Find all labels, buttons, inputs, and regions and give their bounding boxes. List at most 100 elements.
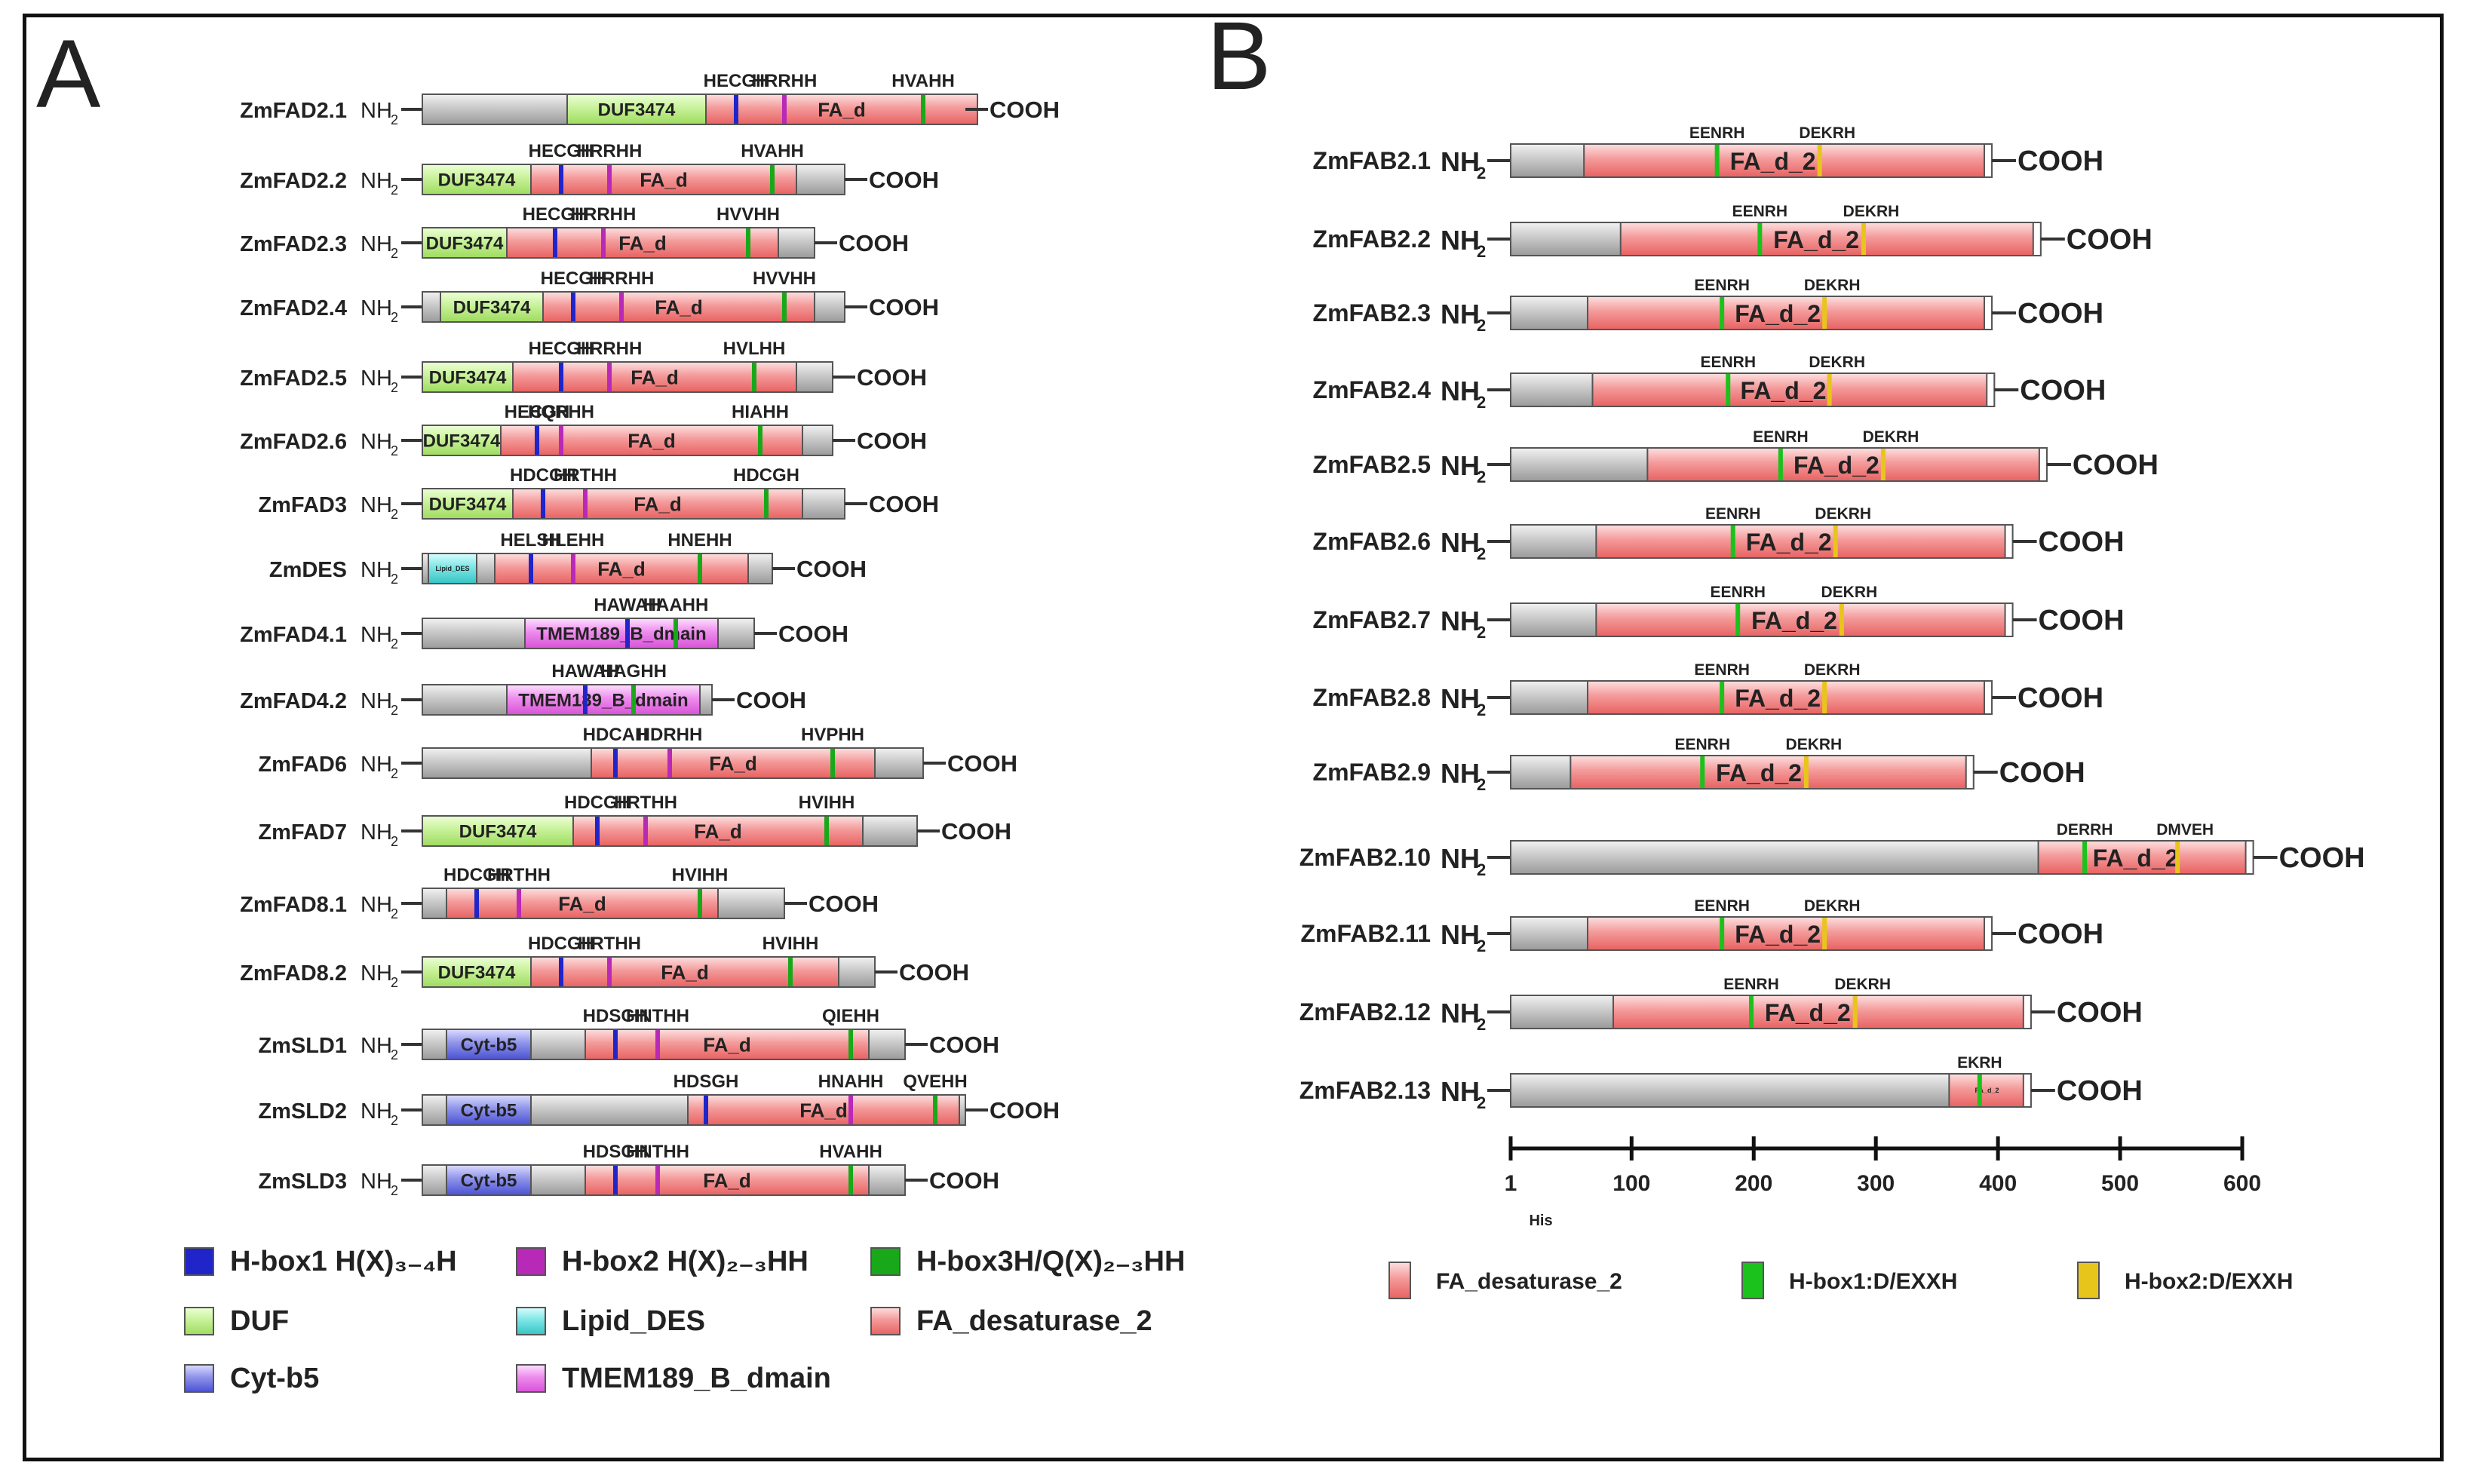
cyt-domain-label: Cyt-b5: [461, 1101, 517, 1121]
motif-label: HRRHH: [752, 71, 818, 91]
fad-domain-label: FA_d_2: [1730, 148, 1816, 175]
duf-domain-label: DUF3474: [438, 963, 516, 983]
c-terminal-cap: [1986, 373, 1996, 407]
nh2-subscript: 2: [391, 1047, 398, 1062]
nh2-label: NH: [361, 820, 392, 845]
legend-item-fad: FA_desaturase_2: [870, 1305, 1152, 1337]
cooh-label: COOH: [869, 167, 939, 193]
h3-motif-mark: [848, 1030, 853, 1059]
protein-name: ZmFAB2.9: [1313, 759, 1431, 786]
fad-domain: [542, 291, 815, 323]
fad-domain-label: FA_d: [634, 492, 682, 515]
h-box1-mark: [1735, 604, 1741, 636]
motif-label: HELSH: [500, 530, 561, 550]
motif-label: HECGH: [523, 204, 588, 225]
duf-domain: [422, 956, 532, 988]
h1-motif-mark: [734, 95, 738, 124]
cooh-label: COOH: [929, 1032, 999, 1058]
fad-domain: [494, 553, 749, 584]
cooh-label: COOH: [809, 891, 879, 917]
h1-motif-mark: [559, 363, 563, 391]
protein-name: ZmFAB2.13: [1299, 1077, 1431, 1104]
cooh-label: COOH: [2039, 605, 2125, 636]
h-box2-label: DEKRH: [1799, 124, 1855, 142]
nh2-label: NH: [361, 1034, 392, 1058]
duf-domain: [422, 227, 508, 259]
h-box2-mark: [1880, 449, 1886, 480]
panel-b-label: B: [1207, 2, 1271, 110]
h3-motif-mark: [764, 489, 769, 518]
h-box2-label: DEKRH: [1804, 277, 1861, 294]
fad-domain: [1948, 1073, 2026, 1108]
h2-motif-mark: [619, 293, 624, 321]
motif-label: HECGH: [529, 339, 594, 359]
h-box1-label: EENRH: [1723, 976, 1779, 993]
fad-domain-label: FA_d_2: [1741, 377, 1827, 404]
legend-item-duf: DUF: [184, 1305, 289, 1337]
motif-label: HAWAH: [594, 595, 661, 615]
h-box2-label: DEKRH: [1786, 736, 1843, 753]
nh2-label: NH: [361, 296, 392, 320]
fad-domain-label: FA_d_2: [1765, 999, 1851, 1026]
protein-row-ZmFAB2.6: ZmFAB2.6 NH2 FA_d_2 EENRH DEKRH COOH: [1313, 505, 2125, 563]
nh2-label: NH: [1441, 758, 1480, 789]
h2-motif-mark: [655, 1030, 660, 1059]
protein-name: ZmFAD2.5: [240, 366, 347, 391]
motif-label: HIAHH: [732, 402, 789, 422]
legend-item-fad: FA_desaturase_2: [1388, 1262, 1622, 1299]
nh2-label: NH: [361, 689, 392, 713]
h-box2-mark: [1822, 297, 1827, 329]
tmem-domain: [506, 684, 701, 716]
h1-motif-mark: [559, 165, 563, 194]
fad-domain-label: FA_d: [703, 1033, 751, 1056]
protein-row-ZmFAB2.8: ZmFAB2.8 NH2 FA_d_2 EENRH DEKRH COOH: [1313, 661, 2104, 719]
motif-label: HVAHH: [891, 71, 955, 91]
motif-label: HVLHH: [723, 339, 786, 359]
lipid-domain-label: Lipid_DES: [435, 565, 469, 572]
h1-motif-mark: [535, 426, 539, 455]
motif-label: HVAHH: [741, 141, 804, 161]
h2-motif-mark: [571, 554, 575, 583]
h3-motif-mark: [830, 749, 835, 777]
fad-domain-label: FA_d: [703, 1169, 751, 1191]
h-box2-label: DEKRH: [1809, 354, 1865, 371]
h3-motif-mark: [921, 95, 925, 124]
panel-a-label: A: [36, 20, 101, 128]
protein-name: ZmFAD7: [258, 820, 347, 845]
motif-label: HVPHH: [801, 725, 864, 745]
duf-domain: [422, 164, 532, 195]
fad-domain-label: FA_d_2: [1735, 300, 1821, 327]
h-box2-mark: [1817, 145, 1822, 176]
fad-domain-label: FA_d_2: [1793, 452, 1879, 479]
h3-motif-mark: [782, 293, 787, 321]
h2-motif-mark: [655, 1166, 660, 1194]
protein-name: ZmFAB2.3: [1313, 299, 1431, 327]
nh2-label: NH: [1441, 843, 1480, 874]
fad-domain: [1612, 995, 2028, 1029]
legend-item-h2: H-box2 H(X)₂₋₃HH: [516, 1246, 809, 1277]
protein-name: ZmFAB2.11: [1300, 920, 1431, 947]
h-box2-mark: [1861, 223, 1866, 255]
fad-domain: [506, 227, 779, 259]
c-terminal-cap: [1984, 680, 1993, 715]
fad-domain: [1587, 916, 1990, 951]
nh2-subscript: 2: [1477, 393, 1486, 412]
nh2-label: NH: [361, 430, 392, 454]
cooh-label: COOH: [736, 687, 806, 713]
h-box2-label: DEKRH: [1815, 505, 1871, 523]
legend-swatch: [1388, 1262, 1411, 1299]
h3-motif-mark: [824, 817, 829, 845]
axis-tick-label: 400: [1979, 1171, 2017, 1196]
legend-item-cyt: Cyt-b5: [184, 1363, 319, 1394]
motif-label: HAAHH: [643, 595, 709, 615]
axis-tick-label: 600: [2223, 1171, 2261, 1196]
nh2-label: NH: [1441, 527, 1480, 558]
legend-label: Cyt-b5: [230, 1363, 319, 1394]
nh2-label: NH: [361, 558, 392, 582]
protein-name: ZmFAB2.10: [1299, 844, 1431, 871]
motif-label: HDSGH: [583, 1006, 649, 1026]
legend-item-lipid: Lipid_DES: [516, 1305, 705, 1337]
nh2-subscript: 2: [391, 443, 398, 458]
h1-motif-mark: [559, 958, 563, 986]
